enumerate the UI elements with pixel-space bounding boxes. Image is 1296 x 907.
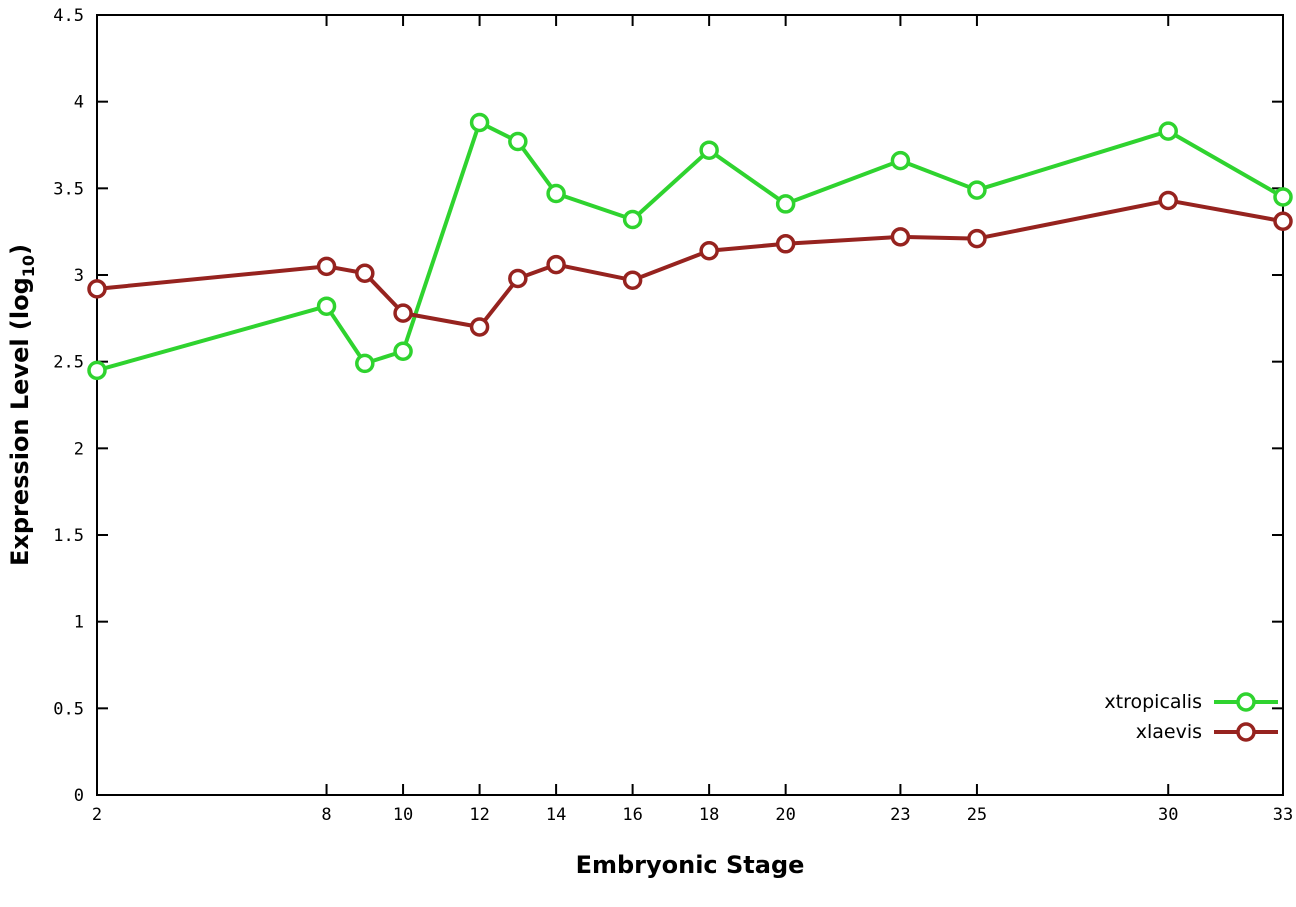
y-tick-label: 1.5 (53, 526, 84, 546)
legend-sample-xtropicalis (1214, 692, 1278, 712)
marker-xlaevis (87, 279, 107, 299)
x-tick-label: 10 (393, 805, 413, 825)
y-axis-label: Expression Level (log10) (6, 244, 38, 566)
marker-xlaevis (890, 227, 911, 247)
marker-xlaevis (699, 240, 719, 261)
x-tick-label: 12 (469, 805, 489, 825)
y-tick-label: 1 (74, 613, 84, 633)
y-axis-label-suffix: ) (6, 243, 35, 255)
x-tick-label: 14 (546, 805, 566, 825)
marker-xlaevis (355, 263, 375, 284)
legend-label-xtropicalis: xtropicalis (1104, 691, 1202, 713)
marker-xlaevis (775, 234, 796, 254)
y-tick-label: 3 (74, 266, 84, 286)
marker-xtropicalis (546, 183, 566, 204)
marker-xlaevis (546, 254, 566, 275)
marker-xlaevis (1158, 190, 1178, 211)
marker-xtropicalis (890, 150, 911, 171)
marker-xtropicalis (775, 194, 796, 214)
marker-xtropicalis (1273, 187, 1293, 207)
y-tick-label: 4 (74, 93, 84, 113)
legend-marker-xtropicalis (1236, 692, 1256, 712)
y-tick-label: 2.5 (53, 353, 84, 373)
y-tick-label: 4.5 (53, 6, 84, 26)
x-tick-label: 2 (92, 805, 102, 825)
y-axis-label-sub: 10 (18, 254, 38, 278)
marker-xlaevis (1273, 211, 1293, 232)
legend-marker-xlaevis (1236, 722, 1256, 742)
y-tick-label: 3.5 (53, 179, 84, 199)
marker-xtropicalis (622, 209, 643, 230)
marker-xtropicalis (508, 131, 528, 152)
marker-xtropicalis (967, 180, 987, 200)
marker-xlaevis (622, 270, 643, 290)
marker-xtropicalis (1158, 121, 1178, 141)
x-tick-label: 23 (890, 805, 910, 825)
x-tick-label: 20 (775, 805, 795, 825)
y-tick-label: 0.5 (53, 699, 84, 719)
legend-sample-xlaevis (1214, 722, 1278, 742)
x-axis-label: Embryonic Stage (575, 851, 805, 879)
x-tick-label: 18 (699, 805, 719, 825)
plot-border (96, 14, 1284, 796)
y-axis-label-prefix: Expression Level (log (6, 277, 35, 567)
marker-xtropicalis (355, 353, 375, 374)
y-tick-label: 0 (74, 786, 84, 806)
y-tick-label: 2 (74, 439, 84, 459)
marker-xlaevis (316, 256, 337, 277)
x-tick-label: 8 (321, 805, 331, 825)
legend-item-xtropicalis: xtropicalis (1104, 687, 1280, 717)
x-tick-label: 30 (1158, 805, 1178, 825)
x-tick-label: 16 (622, 805, 642, 825)
marker-xlaevis (967, 228, 987, 249)
marker-xtropicalis (87, 360, 107, 381)
legend-label-xlaevis: xlaevis (1135, 721, 1202, 743)
legend-item-xlaevis: xlaevis (1104, 717, 1280, 747)
marker-xtropicalis (699, 140, 719, 160)
x-tick-label: 25 (967, 805, 987, 825)
marker-xlaevis (469, 317, 490, 337)
marker-xlaevis (393, 303, 413, 323)
legend: xtropicalis xlaevis (1104, 687, 1280, 747)
marker-xtropicalis (316, 296, 337, 316)
x-tick-label: 33 (1273, 805, 1293, 825)
marker-xtropicalis (393, 341, 413, 362)
marker-xlaevis (508, 268, 528, 289)
marker-xtropicalis (469, 112, 490, 133)
